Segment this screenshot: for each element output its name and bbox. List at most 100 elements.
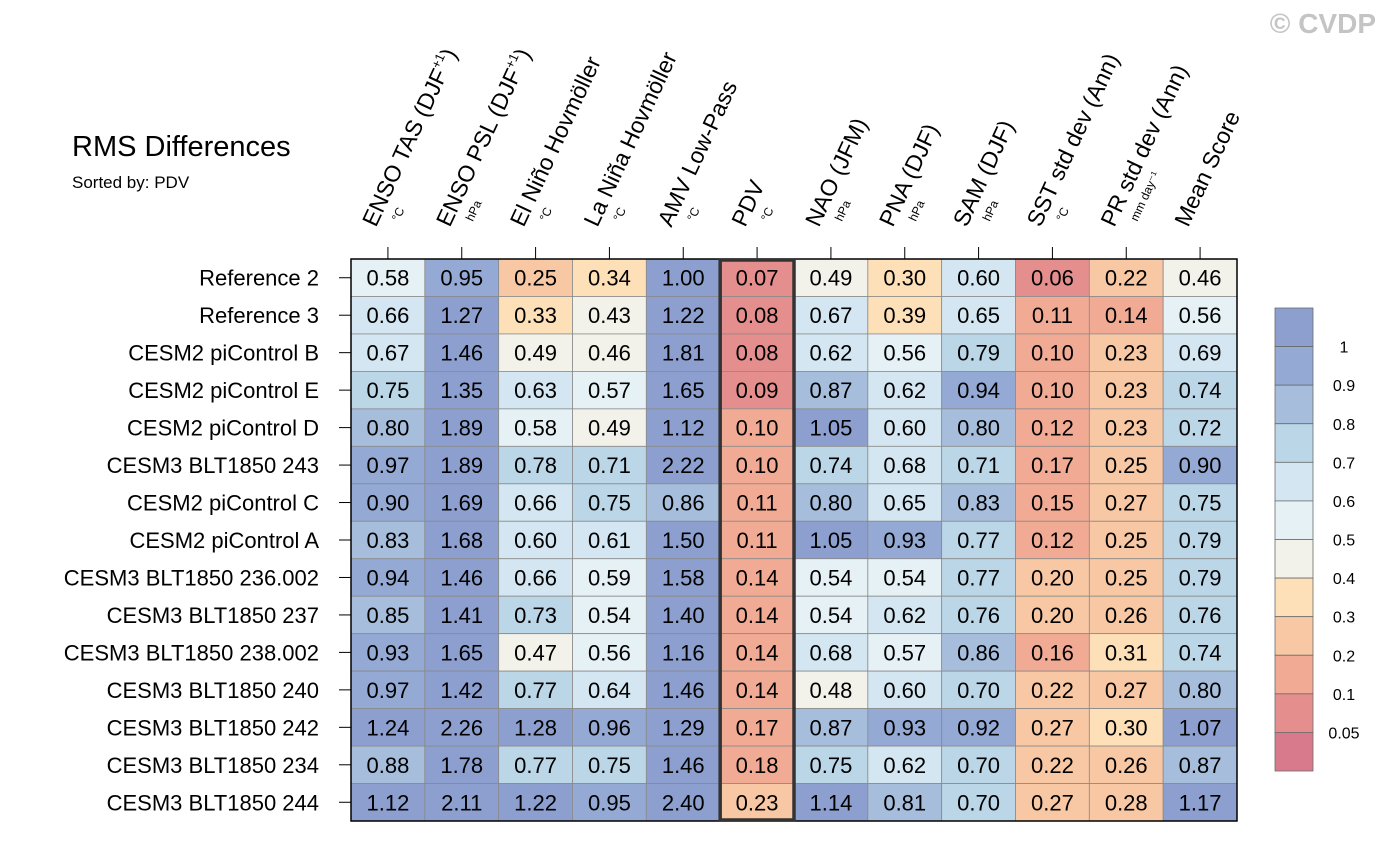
cell-value: 0.49: [810, 266, 853, 291]
cell-value: 1.89: [440, 453, 483, 478]
cell-value: 0.46: [588, 341, 631, 366]
colorbar-swatch: [1274, 654, 1314, 695]
cell-value: 0.20: [1031, 603, 1074, 628]
cell-value: 1.12: [367, 790, 410, 815]
cell-value: 0.06: [1031, 266, 1074, 291]
heatmap-cell: [719, 520, 795, 560]
cell-value: 1.46: [662, 753, 705, 778]
column-labels: ENSO TAS (DJF+1)°C ENSO PSL (DJF+1)hPa El …: [356, 44, 1245, 259]
heatmap-cell: [572, 258, 647, 297]
cell-value: 0.33: [514, 303, 557, 328]
heatmap-cell: [941, 558, 1016, 597]
cell-value: 0.90: [367, 491, 410, 516]
heatmap-cell: [424, 520, 500, 560]
heatmap-cell: [645, 370, 721, 410]
heatmap-cell: [1088, 745, 1164, 784]
cell-value: 0.93: [883, 715, 926, 740]
cell-value: 0.17: [736, 715, 779, 740]
cell-value: 0.08: [736, 341, 779, 366]
cell-value: 0.76: [957, 603, 1000, 628]
cell-value: 1.24: [367, 715, 410, 740]
cell-value: 0.48: [810, 678, 853, 703]
column-label-superscript: +1: [428, 51, 448, 71]
cell-value: 0.80: [367, 416, 410, 441]
cell-value: 0.09: [736, 378, 779, 403]
cell-value: 0.79: [1179, 528, 1222, 553]
colorbar-swatch: [1274, 693, 1314, 733]
cell-value: 0.87: [1179, 753, 1222, 778]
cell-value: 1.14: [810, 790, 853, 815]
cell-value: 0.27: [1031, 790, 1074, 815]
cell-value: 0.27: [1105, 678, 1148, 703]
cell-value: 1.22: [662, 303, 705, 328]
cell-value: 1.78: [440, 753, 483, 778]
cell-value: 0.74: [1179, 640, 1222, 665]
cell-value: 0.86: [662, 491, 705, 516]
heatmap-cell: [572, 595, 647, 635]
cell-value: 0.18: [736, 753, 779, 778]
heatmap-cell: [498, 708, 573, 747]
cell-value: 1.89: [440, 416, 483, 441]
heatmap-cell: [1162, 595, 1238, 635]
heatmap-cell: [793, 258, 869, 297]
heatmap-cell: [572, 783, 647, 822]
cell-value: 0.80: [1179, 678, 1222, 703]
cell-value: 0.94: [957, 378, 1000, 403]
cell-value: 0.60: [514, 528, 557, 553]
cell-value: 0.54: [810, 603, 853, 628]
heatmap-cell: [1088, 483, 1164, 522]
heatmap-cell: [793, 708, 869, 747]
heatmap-cell: [941, 370, 1016, 410]
heatmap-cell: [498, 595, 573, 635]
cell-value: 0.23: [1105, 341, 1148, 366]
heatmap-cell: [1088, 783, 1164, 822]
heatmap-cell: [1015, 333, 1090, 372]
cell-value: 1.42: [440, 678, 483, 703]
column-label: AMV Low-Pass: [652, 77, 742, 230]
colorbar-swatch: [1274, 732, 1314, 772]
chart-subtitle: Sorted by: PDV: [72, 173, 190, 192]
cell-value: 0.54: [883, 565, 926, 590]
cell-value: 0.81: [883, 790, 926, 815]
cell-value: 0.59: [588, 565, 631, 590]
heatmap-cell: [941, 408, 1016, 447]
cell-value: 0.57: [883, 640, 926, 665]
cell-value: 0.86: [957, 640, 1000, 665]
cell-value: 1.00: [662, 266, 705, 291]
heatmap-cell: [793, 670, 869, 710]
cell-value: 0.20: [1031, 565, 1074, 590]
column-unit: °C: [389, 205, 408, 223]
cell-value: 1.17: [1179, 790, 1222, 815]
cell-value: 0.14: [736, 640, 779, 665]
cell-value: 2.11: [441, 790, 482, 815]
heatmap-cell: [424, 333, 500, 372]
row-label: CESM2 piControl D: [127, 416, 319, 441]
heatmap-cell: [941, 708, 1016, 747]
cell-value: 1.65: [662, 378, 705, 403]
cell-value: 0.15: [1031, 491, 1074, 516]
heatmap-cell: [645, 783, 721, 822]
heatmap-cell: [498, 258, 573, 297]
cell-value: 0.73: [514, 603, 557, 628]
row-label: CESM3 BLT1850 236.002: [64, 565, 319, 590]
cell-value: 0.61: [588, 528, 631, 553]
heatmap-cell: [424, 670, 500, 710]
colorbar-tick-label: 0.05: [1328, 725, 1359, 742]
heatmap-cell: [719, 445, 795, 485]
colorbar-tick-label: 0.1: [1333, 687, 1355, 704]
colorbar-swatch: [1274, 307, 1314, 347]
row-label: CESM3 BLT1850 244: [107, 790, 319, 815]
row-label: Reference 2: [199, 266, 319, 291]
heatmap-cell: [424, 408, 500, 447]
cell-value: 2.26: [440, 715, 483, 740]
cell-value: 1.40: [662, 603, 705, 628]
cell-value: 0.75: [588, 753, 631, 778]
column-unit: °C: [610, 205, 629, 223]
cell-value: 0.10: [1031, 341, 1074, 366]
cell-value: 0.14: [736, 603, 779, 628]
heatmap-cell: [424, 483, 500, 522]
cell-value: 1.12: [662, 416, 705, 441]
cell-value: 0.07: [736, 266, 779, 291]
heatmap-cell: [719, 370, 795, 410]
heatmap-cell: [1088, 520, 1164, 560]
